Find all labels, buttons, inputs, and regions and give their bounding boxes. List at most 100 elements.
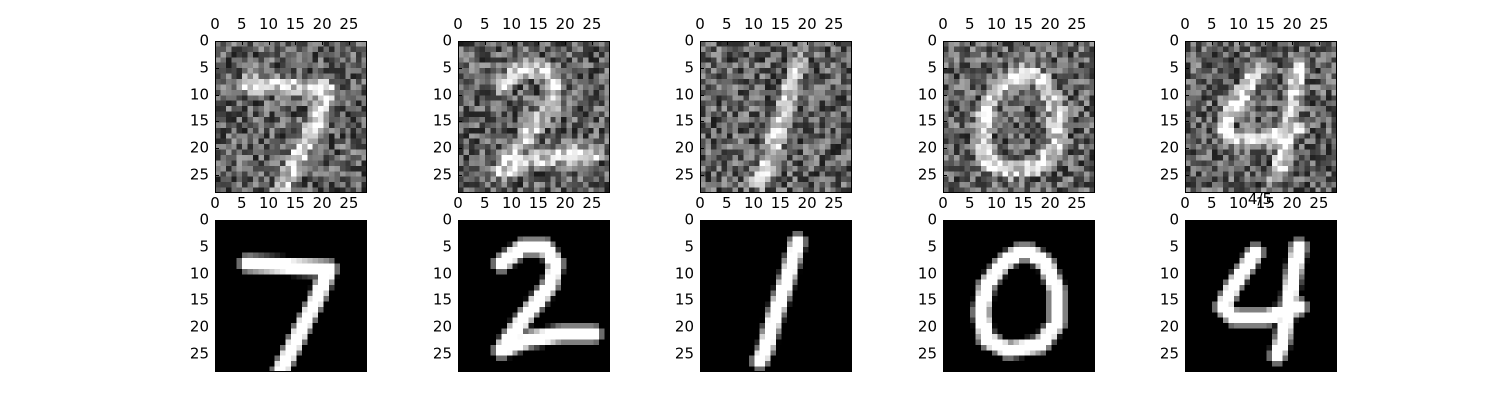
pixel-cell xyxy=(776,62,782,69)
pixel-cell xyxy=(1051,138,1058,145)
pixel-cell xyxy=(770,176,777,183)
pixel-cell xyxy=(296,236,302,242)
pixel-cell xyxy=(1089,149,1095,156)
pixel-cell xyxy=(274,187,281,193)
x-tick-mark xyxy=(969,41,971,45)
pixel-cell xyxy=(361,165,367,172)
pixel-cell xyxy=(253,252,259,259)
pixel-cell xyxy=(819,155,825,161)
pixel-cell xyxy=(312,57,319,63)
pixel-cell xyxy=(263,258,270,264)
pixel-cell xyxy=(329,111,335,118)
pixel-cell xyxy=(599,182,605,188)
pixel-cell xyxy=(705,144,711,150)
pixel-cell xyxy=(1084,133,1090,139)
pixel-cell xyxy=(797,165,804,172)
pixel-cell xyxy=(776,149,782,156)
pixel-cell xyxy=(323,122,330,128)
pixel-cell xyxy=(754,111,760,118)
pixel-cell xyxy=(819,149,825,156)
pixel-cell xyxy=(490,84,497,90)
pixel-cell xyxy=(705,100,711,107)
pixel-cell xyxy=(318,41,324,47)
pixel-cell xyxy=(225,220,232,226)
pixel-cell xyxy=(474,122,480,128)
pixel-cell xyxy=(517,160,524,166)
pixel-cell xyxy=(1185,89,1191,96)
pixel-cell xyxy=(506,41,513,47)
pixel-cell xyxy=(225,263,232,269)
pixel-cell xyxy=(517,73,524,80)
y-tick-label: 15 xyxy=(189,290,209,309)
pixel-cell xyxy=(263,350,270,356)
pixel-cell xyxy=(997,95,1003,101)
pixel-cell xyxy=(1299,73,1305,80)
pixel-cell xyxy=(253,144,259,150)
pixel-cell xyxy=(948,165,954,172)
pixel-cell xyxy=(841,84,847,90)
pixel-cell xyxy=(274,41,281,47)
pixel-cell xyxy=(748,117,755,123)
pixel-cell xyxy=(588,187,594,193)
pixel-cell xyxy=(953,46,960,52)
pixel-cell xyxy=(1244,149,1251,156)
pixel-cell xyxy=(361,187,367,193)
pixel-cell xyxy=(323,41,330,47)
x-tick-label: 20 xyxy=(797,15,817,33)
pixel-cell xyxy=(997,79,1003,85)
pixel-cell xyxy=(1228,68,1234,74)
pixel-cell xyxy=(220,149,226,156)
pixel-cell xyxy=(258,241,264,248)
pixel-cell xyxy=(1062,89,1068,96)
pixel-cell xyxy=(786,95,793,101)
pixel-cell xyxy=(458,68,464,74)
pixel-cell xyxy=(1326,51,1332,58)
pixel-cell xyxy=(318,247,324,253)
y-tick-mark xyxy=(215,94,219,96)
pixel-cell xyxy=(997,171,1003,177)
pixel-cell xyxy=(1040,57,1047,63)
pixel-cell xyxy=(710,106,717,112)
pixel-cell xyxy=(291,247,297,253)
pixel-cell xyxy=(835,122,842,128)
pixel-cell xyxy=(1062,133,1068,139)
pixel-cell xyxy=(975,133,982,139)
pixel-cell xyxy=(555,51,562,58)
pixel-cell xyxy=(814,138,820,145)
pixel-cell xyxy=(959,95,965,101)
pixel-cell xyxy=(512,133,518,139)
pixel-cell xyxy=(334,312,340,318)
pixel-cell xyxy=(841,149,847,156)
pixel-cell xyxy=(599,89,605,96)
pixel-cell xyxy=(296,57,302,63)
pixel-cell xyxy=(1024,187,1030,193)
pixel-cell xyxy=(986,95,992,101)
pixel-cell xyxy=(776,106,782,112)
pixel-cell xyxy=(1331,160,1337,166)
pixel-cell xyxy=(727,117,733,123)
pixel-cell xyxy=(555,171,562,177)
pixel-cell xyxy=(1228,160,1234,166)
pixel-cell xyxy=(748,62,755,69)
pixel-cell xyxy=(819,165,825,172)
pixel-cell xyxy=(991,171,998,177)
pixel-cell xyxy=(781,149,787,156)
pixel-cell xyxy=(599,57,605,63)
pixel-cell xyxy=(225,252,232,259)
pixel-cell xyxy=(528,46,535,52)
pixel-cell xyxy=(274,301,281,307)
pixel-cell xyxy=(474,100,480,107)
pixel-cell xyxy=(253,296,259,302)
pixel-cell xyxy=(1089,41,1095,47)
pixel-cell xyxy=(1185,176,1191,183)
pixel-cell xyxy=(296,106,302,112)
pixel-cell xyxy=(269,138,275,145)
pixel-cell xyxy=(1255,176,1262,183)
pixel-cell xyxy=(1057,100,1063,107)
pixel-cell xyxy=(356,165,362,172)
pixel-cell xyxy=(339,263,346,269)
pixel-cell xyxy=(776,155,782,161)
pixel-cell xyxy=(280,334,286,340)
pixel-cell xyxy=(468,51,475,58)
pixel-cell xyxy=(1029,122,1036,128)
